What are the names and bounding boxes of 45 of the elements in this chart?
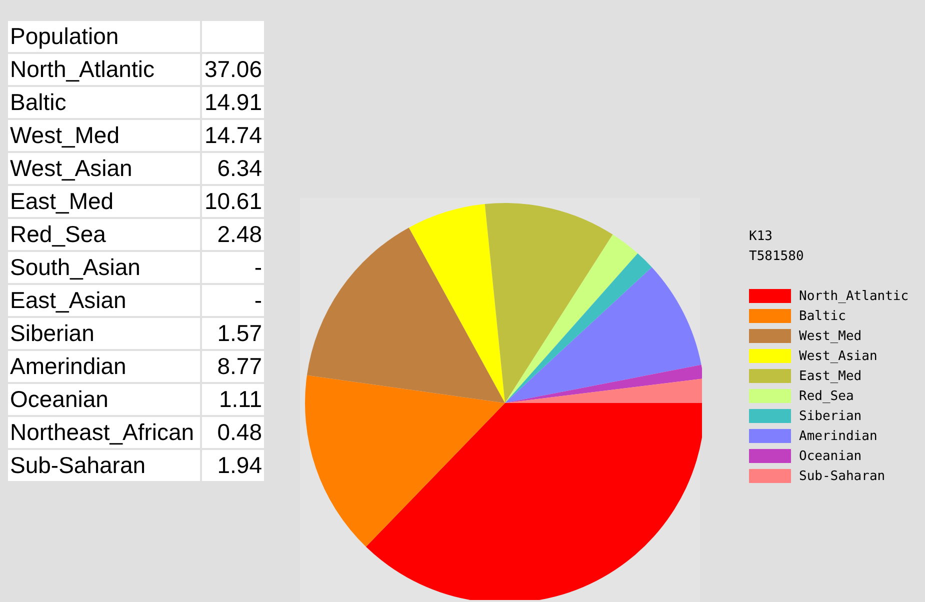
- text: Population: [8, 21, 201, 53]
- legend-label: Baltic: [799, 308, 846, 324]
- legend-label: North_Atlantic: [799, 288, 909, 304]
- category-label: Siberian: [8, 317, 201, 350]
- text: 1.57: [217, 320, 262, 346]
- legend-label: Red_Sea: [799, 388, 854, 404]
- category-label: East_Med: [8, 185, 201, 218]
- legend-label: Siberian: [799, 408, 862, 424]
- text: 0.48: [217, 419, 262, 445]
- text: 14.74: [204, 122, 262, 148]
- text: 14.91: [204, 89, 262, 115]
- category-label: Red_Sea: [8, 218, 201, 251]
- text: -: [254, 254, 262, 280]
- legend-label: Amerindian: [799, 428, 878, 444]
- category-label: West_Asian: [8, 152, 201, 185]
- legend-label: East_Med: [799, 368, 862, 384]
- legend-label: West_Asian: [799, 348, 878, 364]
- pie-slice: [505, 364, 702, 403]
- text: -: [254, 287, 262, 313]
- pie-slice: [505, 234, 638, 403]
- text: K13: [749, 228, 774, 246]
- text: 1.11: [218, 386, 262, 412]
- text: 1.94: [217, 452, 262, 478]
- category-label: Northeast_African: [8, 416, 201, 449]
- category-label: South_Asian: [8, 251, 201, 284]
- pie-slice: [484, 203, 613, 403]
- pie-slice: [505, 253, 652, 403]
- category-label: West_Med: [8, 119, 201, 152]
- text: 10.61: [204, 188, 262, 214]
- category-label: Amerindian: [8, 350, 201, 383]
- pie-slice: [408, 204, 505, 403]
- text: 6.34: [217, 155, 262, 181]
- category-label: Baltic: [8, 86, 201, 119]
- category-label: East_Asian: [8, 284, 201, 317]
- legend-label: Sub-Saharan: [799, 468, 886, 484]
- text: 2.48: [217, 221, 262, 247]
- text: T581580: [749, 248, 804, 266]
- legend-label: West_Med: [799, 328, 862, 344]
- category-label: North_Atlantic: [8, 53, 201, 86]
- text: 37.06: [204, 56, 262, 82]
- category-label: Oceanian: [8, 383, 201, 416]
- text: 8.77: [217, 353, 262, 379]
- category-label: Sub-Saharan: [8, 449, 201, 482]
- pie-slice: [306, 228, 505, 403]
- legend-label: Oceanian: [799, 448, 862, 464]
